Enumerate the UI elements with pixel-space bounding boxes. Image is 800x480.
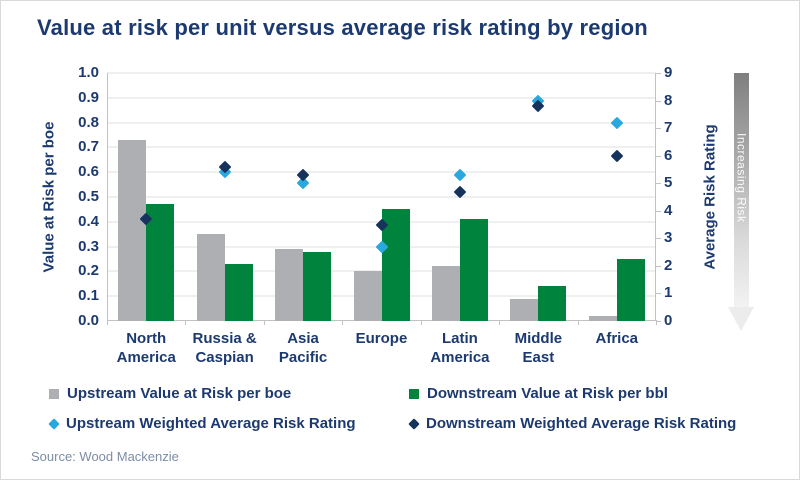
left-axis-tick-label: 0.8 <box>78 113 99 131</box>
legend-item-upstream-var: Upstream Value at Risk per boe <box>49 385 409 402</box>
right-axis-tickmark <box>656 128 661 130</box>
upstream-bar-1 <box>118 140 147 321</box>
left-axis-tick-label: 0.2 <box>78 262 99 280</box>
right-axis-tick-label: 0 <box>664 312 673 329</box>
right-axis-tickmark <box>656 73 661 74</box>
bottom-axis-tickmark <box>185 320 187 325</box>
left-axis-title: Value at Risk per boe <box>40 121 58 273</box>
increasing-risk-label: Increasing Risk <box>734 133 749 223</box>
left-axis-tick-label: 0.9 <box>78 88 99 106</box>
right-axis-tick-label: 9 <box>664 64 673 81</box>
right-axis-tick-label: 1 <box>664 284 673 302</box>
left-axis-tick-label: 0.7 <box>78 138 99 156</box>
legend-label: Upstream Weighted Average Risk Rating <box>66 415 356 432</box>
downstream-bar-3 <box>303 252 332 321</box>
downstream-bar-6 <box>538 286 567 321</box>
downstream-diamond-swatch-icon <box>408 417 420 430</box>
source-note: Source: Wood Mackenzie <box>31 449 179 464</box>
gridline <box>107 72 656 74</box>
downstream-risk-diamond-7 <box>610 149 624 163</box>
upstream-diamond-swatch-icon <box>48 417 60 430</box>
left-axis-tick-label: 0.4 <box>78 212 99 230</box>
gridline <box>107 121 656 124</box>
upstream-risk-diamond-7 <box>610 116 624 129</box>
chart-legend: Upstream Value at Risk per boe Downstrea… <box>48 385 769 445</box>
legend-item-upstream-risk: Upstream Weighted Average Risk Rating <box>48 415 409 432</box>
legend-label: Upstream Value at Risk per boe <box>67 385 292 402</box>
legend-item-downstream-risk: Downstream Weighted Average Risk Rating <box>408 415 769 432</box>
upstream-bar-3 <box>275 249 304 321</box>
gridline <box>107 146 656 149</box>
right-axis-tick-label: 2 <box>664 256 673 274</box>
bottom-axis-tickmark <box>342 320 344 325</box>
upstream-bar-4 <box>353 271 382 321</box>
downstream-bar-swatch-icon <box>409 388 419 399</box>
downstream-bar-5 <box>459 219 488 321</box>
bottom-axis-tickmark <box>107 320 108 325</box>
category-label-2: Russia & Caspian <box>192 330 257 366</box>
upstream-bar-swatch-icon <box>49 388 59 399</box>
legend-label: Downstream Weighted Average Risk Rating <box>426 415 737 432</box>
right-axis-tickmark <box>656 321 661 322</box>
category-label-6: Middle East <box>514 330 563 366</box>
right-axis-tick-label: 6 <box>664 146 673 164</box>
right-axis-tick-label: 4 <box>664 201 673 219</box>
left-axis-tick-label: 0.6 <box>78 163 99 181</box>
right-axis-tickmark <box>656 183 661 185</box>
right-axis-tick-label: 3 <box>664 229 673 247</box>
bottom-axis-tickmark <box>499 320 501 325</box>
bottom-axis-tickmark <box>420 320 422 325</box>
right-axis-line <box>655 73 656 321</box>
upstream-bar-5 <box>431 266 460 321</box>
legend-label: Downstream Value at Risk per bbl <box>427 385 668 402</box>
category-label-7: Africa <box>595 330 639 347</box>
gridline <box>107 171 656 174</box>
increasing-risk-arrow <box>734 73 749 309</box>
gridline <box>107 196 656 198</box>
left-axis-tick-label: 0.0 <box>78 312 99 329</box>
downstream-bar-2 <box>224 264 253 321</box>
right-axis-tick-label: 7 <box>664 119 673 137</box>
right-axis-tickmark <box>656 155 661 157</box>
left-axis-tick-label: 1.0 <box>78 64 99 81</box>
legend-row: Upstream Value at Risk per boe Downstrea… <box>49 385 769 402</box>
right-axis-tickmark <box>656 265 661 267</box>
upstream-bar-7 <box>588 316 617 321</box>
right-axis-tick-label: 5 <box>664 174 673 192</box>
left-axis-tick-label: 0.1 <box>78 287 99 305</box>
right-axis-tickmark <box>656 293 661 295</box>
legend-row: Upstream Weighted Average Risk Rating Do… <box>48 415 769 432</box>
left-axis-tick-label: 0.5 <box>78 188 99 205</box>
category-label-3: Asia Pacific <box>278 330 328 366</box>
increasing-risk-arrowhead-icon <box>728 307 754 331</box>
right-axis-tickmark <box>656 238 661 240</box>
upstream-bar-6 <box>510 299 539 321</box>
right-axis-title: Average Risk Rating <box>701 124 719 270</box>
category-label-1: North America <box>116 330 176 366</box>
right-axis-tickmark <box>656 100 661 102</box>
category-label-4: Europe <box>355 330 408 347</box>
right-axis-tick-label: 8 <box>664 91 673 109</box>
left-axis-tick-label: 0.3 <box>78 237 99 255</box>
legend-item-downstream-var: Downstream Value at Risk per bbl <box>409 385 769 402</box>
bottom-axis-tickmark <box>656 320 657 325</box>
bottom-axis-tickmark <box>263 320 265 325</box>
chart-title: Value at risk per unit versus average ri… <box>37 15 648 40</box>
downstream-bar-7 <box>616 259 645 321</box>
downstream-bar-1 <box>146 204 175 321</box>
right-axis-tickmark <box>656 210 661 212</box>
gridline <box>107 96 656 99</box>
category-label-5: Latin America <box>430 330 490 366</box>
left-axis-line <box>107 73 108 321</box>
downstream-bar-4 <box>381 209 410 321</box>
plot-area <box>107 72 656 321</box>
upstream-bar-2 <box>196 234 225 321</box>
bottom-axis-tickmark <box>577 320 579 325</box>
